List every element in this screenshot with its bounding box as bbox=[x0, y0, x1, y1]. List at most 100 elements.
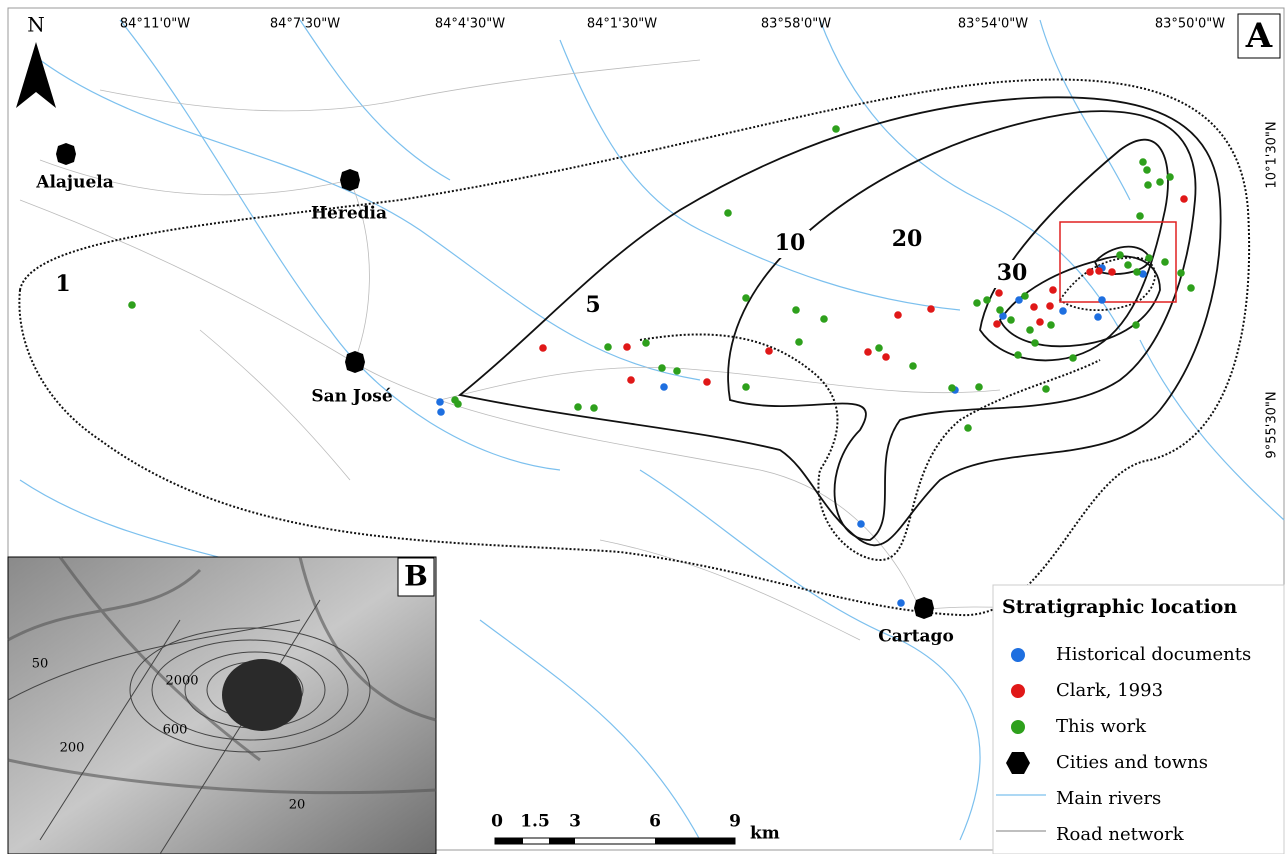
sample-point bbox=[1030, 303, 1038, 311]
longitude-label: 83°50'0"W bbox=[1155, 17, 1225, 32]
sample-point bbox=[894, 311, 902, 319]
sample-point bbox=[927, 305, 935, 313]
sample-point bbox=[1145, 254, 1153, 262]
sample-point bbox=[795, 338, 803, 346]
legend-label: This work bbox=[1056, 716, 1147, 737]
legend-marker bbox=[1011, 648, 1025, 662]
city-label: Alajuela bbox=[35, 173, 113, 193]
sample-point bbox=[1047, 321, 1055, 329]
legend-label: Main rivers bbox=[1056, 788, 1161, 809]
sample-point bbox=[642, 339, 650, 347]
isopach-label: 1 bbox=[55, 271, 70, 297]
map-figure: Alajuela Heredia San José Cartago 1 5 10… bbox=[0, 0, 1288, 854]
sample-point bbox=[973, 299, 981, 307]
sample-point bbox=[1143, 166, 1151, 174]
inset-contour-label: 600 bbox=[163, 723, 188, 738]
longitude-label: 83°54'0"W bbox=[958, 17, 1028, 32]
longitude-label: 83°58'0"W bbox=[761, 17, 831, 32]
sample-point bbox=[1046, 302, 1054, 310]
sample-point bbox=[1180, 195, 1188, 203]
sample-point bbox=[1086, 268, 1094, 276]
longitude-label: 84°4'30"W bbox=[435, 17, 505, 32]
north-label: N bbox=[27, 13, 45, 37]
sample-point bbox=[437, 408, 445, 416]
longitude-label: 84°7'30"W bbox=[270, 17, 340, 32]
sample-point bbox=[590, 404, 598, 412]
sample-point bbox=[742, 294, 750, 302]
sample-point bbox=[742, 383, 750, 391]
legend-title: Stratigraphic location bbox=[1002, 596, 1237, 618]
sample-point bbox=[875, 344, 883, 352]
city-label: San José bbox=[311, 387, 393, 407]
sample-point bbox=[1132, 321, 1140, 329]
sample-point bbox=[1069, 354, 1077, 362]
sample-point bbox=[604, 343, 612, 351]
sample-point bbox=[1166, 173, 1174, 181]
sample-point bbox=[673, 367, 681, 375]
sample-point bbox=[964, 424, 972, 432]
scale-label: 6 bbox=[649, 812, 661, 832]
isopach-label: 5 bbox=[585, 292, 600, 318]
panel-label: B bbox=[404, 560, 428, 593]
sample-point bbox=[792, 306, 800, 314]
sample-point bbox=[995, 289, 1003, 297]
sample-point bbox=[454, 400, 462, 408]
legend-label: Historical documents bbox=[1056, 644, 1251, 665]
inset-contour-label: 50 bbox=[32, 657, 49, 672]
sample-point bbox=[1094, 313, 1102, 321]
sample-point bbox=[1026, 326, 1034, 334]
sample-point bbox=[832, 125, 840, 133]
scale-label: 1.5 bbox=[520, 812, 550, 832]
sample-point bbox=[1098, 296, 1106, 304]
scale-label: 0 bbox=[491, 812, 503, 832]
sample-point bbox=[1116, 251, 1124, 259]
sample-point bbox=[909, 362, 917, 370]
sample-point bbox=[627, 376, 635, 384]
sample-point bbox=[897, 599, 905, 607]
sample-point bbox=[660, 383, 668, 391]
legend-marker bbox=[1011, 720, 1025, 734]
sample-point bbox=[703, 378, 711, 386]
sample-point bbox=[1133, 268, 1141, 276]
inset-contour-label: 20 bbox=[289, 798, 306, 813]
sample-point bbox=[1156, 178, 1164, 186]
sample-point bbox=[857, 520, 865, 528]
sample-point bbox=[1108, 268, 1116, 276]
sample-point bbox=[623, 343, 631, 351]
latitude-label: 9°55'30"N bbox=[1265, 391, 1280, 458]
sample-point bbox=[996, 306, 1004, 314]
sample-point bbox=[1177, 269, 1185, 277]
sample-point bbox=[1124, 261, 1132, 269]
sample-point bbox=[765, 347, 773, 355]
inset-contour-label: 200 bbox=[60, 741, 85, 756]
sample-point bbox=[983, 296, 991, 304]
sample-point bbox=[539, 344, 547, 352]
sample-point bbox=[975, 383, 983, 391]
panel-label: A bbox=[1245, 16, 1273, 56]
scale-label: 3 bbox=[569, 812, 581, 832]
legend-label: Cities and towns bbox=[1056, 752, 1208, 773]
latitude-label: 10°1'30"N bbox=[1265, 121, 1280, 188]
sample-point bbox=[1036, 318, 1044, 326]
sample-point bbox=[1049, 286, 1057, 294]
sample-point bbox=[1144, 181, 1152, 189]
legend-label: Road network bbox=[1056, 824, 1185, 845]
sample-point bbox=[1187, 284, 1195, 292]
sample-point bbox=[1139, 158, 1147, 166]
sample-point bbox=[882, 353, 890, 361]
legend-label: Clark, 1993 bbox=[1056, 680, 1163, 701]
city-label: Cartago bbox=[878, 627, 954, 647]
sample-point bbox=[1059, 307, 1067, 315]
sample-point bbox=[1031, 339, 1039, 347]
sample-point bbox=[658, 364, 666, 372]
city-label: Heredia bbox=[311, 204, 387, 224]
sample-point bbox=[1014, 351, 1022, 359]
scale-bar bbox=[495, 838, 735, 844]
sample-point bbox=[948, 384, 956, 392]
inset-contour-label: 2000 bbox=[165, 674, 198, 689]
sample-point bbox=[574, 403, 582, 411]
sample-point bbox=[820, 315, 828, 323]
sample-point bbox=[1095, 267, 1103, 275]
sample-point bbox=[1042, 385, 1050, 393]
sample-point bbox=[1021, 292, 1029, 300]
